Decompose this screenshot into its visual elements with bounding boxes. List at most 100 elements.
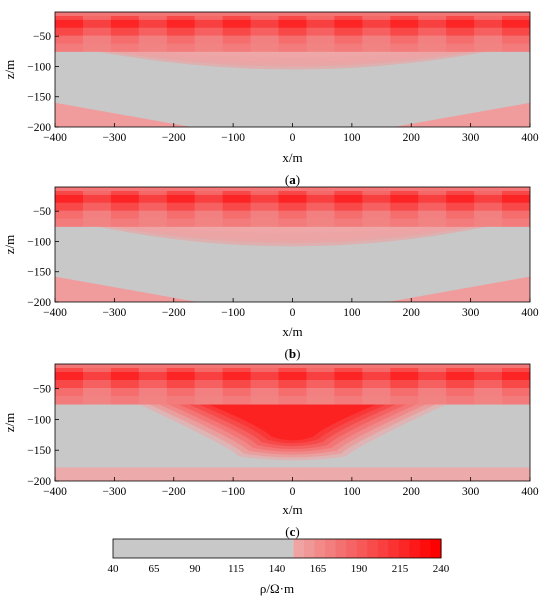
surface-layer-cell [82, 396, 112, 405]
surface-layer-cell [55, 364, 84, 373]
x-tick-label: −200 [162, 307, 186, 319]
surface-layer-cell [446, 396, 475, 405]
surface-layer-cell [55, 187, 84, 196]
surface-layer-cell [446, 380, 475, 389]
surface-layer-cell [278, 35, 307, 44]
x-tick-label: 400 [521, 307, 539, 319]
surface-layer-cell [250, 19, 280, 29]
y-tick-label: −100 [27, 236, 51, 248]
surface-layer-cell [166, 19, 196, 29]
surface-layer-cell [110, 12, 140, 21]
bottom-left-anomaly [55, 102, 192, 127]
surface-layer-cell [390, 187, 419, 196]
surface-layer-cell [474, 218, 503, 227]
surface-layer-cell [502, 372, 530, 381]
surface-layer-cell [446, 27, 475, 37]
surface-layer-cell [55, 194, 84, 204]
surface-layer-cell [502, 218, 530, 227]
surface-layer-cell [82, 380, 112, 389]
colorbar-label: ρ/Ω·m [260, 581, 294, 596]
x-tick-label: −200 [162, 486, 186, 498]
surface-layer-cell [278, 43, 307, 52]
surface-layer-cell [418, 372, 447, 381]
surface-layer-cell [278, 202, 307, 212]
surface-layer-cell [502, 19, 530, 29]
surface-layer-cell [194, 35, 224, 44]
surface-layer-cell [278, 27, 307, 37]
surface-layer-cell [138, 27, 168, 37]
surface-layer-cell [502, 364, 530, 373]
surface-layer-cell [110, 27, 140, 37]
colorbar-swatch [419, 539, 432, 558]
surface-layer-cell [110, 194, 140, 204]
surface-layer-cell [306, 210, 335, 219]
x-tick-label: 400 [521, 486, 539, 498]
resistivity-field [55, 187, 530, 302]
surface-layer-cell [418, 43, 447, 52]
x-tick-label: −300 [103, 132, 127, 144]
colorbar-swatch [303, 539, 316, 558]
surface-layer-cell [55, 218, 84, 227]
panel-c: −400 −300 −200 −100 0 100 200 300 400 −50 −100 −150… [2, 363, 539, 539]
surface-layer-cell [250, 396, 280, 405]
surface-layer-cell [166, 372, 196, 381]
surface-layer-cell [446, 19, 475, 29]
surface-layer-cell [334, 380, 363, 389]
surface-layer-cell [474, 210, 503, 219]
surface-layer-cell [250, 388, 280, 397]
surface-layer-cell [110, 218, 140, 227]
y-axis-label: z/m [2, 413, 17, 433]
surface-layer-cell [362, 396, 391, 405]
surface-layer-cell [362, 210, 391, 219]
surface-layer-cell [306, 202, 335, 212]
surface-layer-cell [194, 202, 224, 212]
panel-b: −400 −300 −200 −100 0 100 200 300 400 −50 −100 −150… [2, 186, 539, 361]
surface-layer-cell [418, 27, 447, 37]
surface-layer-cell [194, 388, 224, 397]
surface-layer-cell [166, 12, 196, 21]
surface-layer-cell [362, 19, 391, 29]
surface-layer-cell [418, 12, 447, 21]
y-tick-label: −100 [27, 61, 51, 73]
surface-layer-cell [334, 364, 363, 373]
surface-layer-cell [250, 187, 280, 196]
surface-layer-cell [138, 380, 168, 389]
surface-layer-cell [362, 43, 391, 52]
x-tick-label: 300 [462, 132, 480, 144]
surface-layer-cell [138, 372, 168, 381]
colorbar-swatch [335, 539, 347, 558]
surface-layer-cell [446, 202, 475, 212]
surface-layer-cell [138, 12, 168, 21]
surface-layer-cell [278, 218, 307, 227]
surface-layer-cell [194, 27, 224, 37]
surface-layer-cell [166, 194, 196, 204]
surface-layer-cell [222, 372, 252, 381]
colorbar: 40 65 90 115 140 165 190 215 240 ρ/Ω·m [108, 538, 450, 596]
surface-layer-cell [55, 372, 84, 381]
colorbar-tick-label: 190 [351, 563, 368, 575]
surface-layer-cell [334, 388, 363, 397]
surface-layer-cell [306, 364, 335, 373]
surface-layer-cell [502, 187, 530, 196]
surface-layer-cell [194, 380, 224, 389]
surface-layer-cell [110, 396, 140, 405]
surface-layer-cell [418, 364, 447, 373]
surface-layer-cell [474, 12, 503, 21]
surface-layer-cell [502, 396, 530, 405]
surface-layer-cell [474, 372, 503, 381]
central-wedge-contour [207, 404, 378, 441]
y-tick-label: −150 [27, 267, 51, 279]
colorbar-tick-label: 65 [149, 563, 161, 575]
surface-layer-cell [222, 187, 252, 196]
surface-layer-cell [362, 12, 391, 21]
surface-layer-cell [222, 202, 252, 212]
colorbar-swatch [314, 539, 326, 558]
surface-layer-cell [390, 396, 419, 405]
surface-layer-cell [222, 380, 252, 389]
surface-layer-cell [138, 396, 168, 405]
surface-layer-cell [166, 27, 196, 37]
surface-layer-cell [418, 35, 447, 44]
surface-layer-cell [474, 364, 503, 373]
colorbar-swatch [409, 539, 421, 558]
surface-layer-cell [166, 388, 196, 397]
